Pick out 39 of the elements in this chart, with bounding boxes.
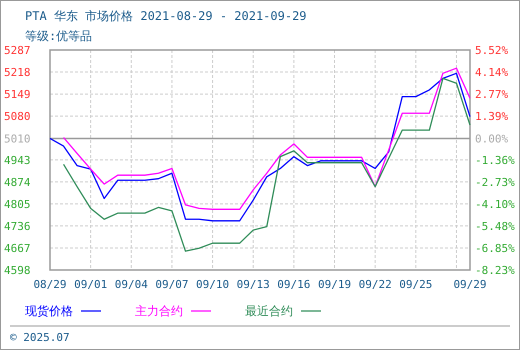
x-tick-label: 09/01	[74, 278, 108, 291]
chart-title: PTA 华东 市场价格 2021-08-29 - 2021-09-29	[25, 9, 307, 23]
x-tick-label: 09/07	[155, 278, 188, 291]
y-tick-label: 5080	[4, 110, 30, 124]
x-tick-label: 09/10	[196, 278, 230, 291]
y-tick-label: 5218	[4, 66, 30, 80]
y-tick-label: 4667	[4, 242, 30, 255]
x-tick-label: 08/29	[33, 278, 67, 291]
y-tick-label: 4805	[4, 198, 30, 211]
x-tick-label: 09/29	[453, 278, 487, 291]
chart-subtitle: 等级:优等品	[25, 29, 92, 43]
legend-label: 最近合约	[245, 304, 293, 318]
y2-tick-label: -5.48%	[475, 220, 516, 233]
y2-tick-label: 4.14%	[475, 66, 508, 80]
y2-tick-label: -8.23%	[475, 264, 516, 277]
legend-label: 现货价格	[25, 304, 73, 318]
y2-tick-label: 2.77%	[475, 88, 508, 101]
y-tick-label: 5287	[4, 44, 30, 57]
x-tick-label: 09/04	[114, 278, 148, 291]
legend-label: 主力合约	[135, 304, 183, 318]
y2-tick-label: 0.00%	[475, 132, 508, 146]
y2-tick-label: 5.52%	[475, 44, 508, 57]
y2-tick-label: -4.10%	[475, 198, 516, 211]
y-tick-label: 5149	[4, 88, 30, 102]
y-tick-label: 5010	[4, 132, 30, 146]
y-tick-label: 4943	[4, 154, 30, 167]
x-tick-label: 09/19	[318, 278, 352, 291]
x-tick-label: 09/25	[399, 278, 432, 291]
x-tick-label: 09/13	[236, 278, 270, 291]
x-tick-label: 09/16	[277, 278, 310, 291]
y2-tick-label: 1.39%	[475, 110, 508, 124]
y-tick-label: 4736	[4, 220, 30, 233]
x-tick-label: 09/22	[358, 278, 392, 291]
y-tick-label: 4874	[4, 176, 31, 189]
y2-tick-label: -1.36%	[475, 154, 516, 168]
y2-tick-label: -6.85%	[475, 242, 516, 255]
text: © 2025.07	[10, 331, 70, 344]
y-tick-label: 4598	[4, 264, 30, 277]
y2-tick-label: -2.73%	[475, 176, 516, 189]
